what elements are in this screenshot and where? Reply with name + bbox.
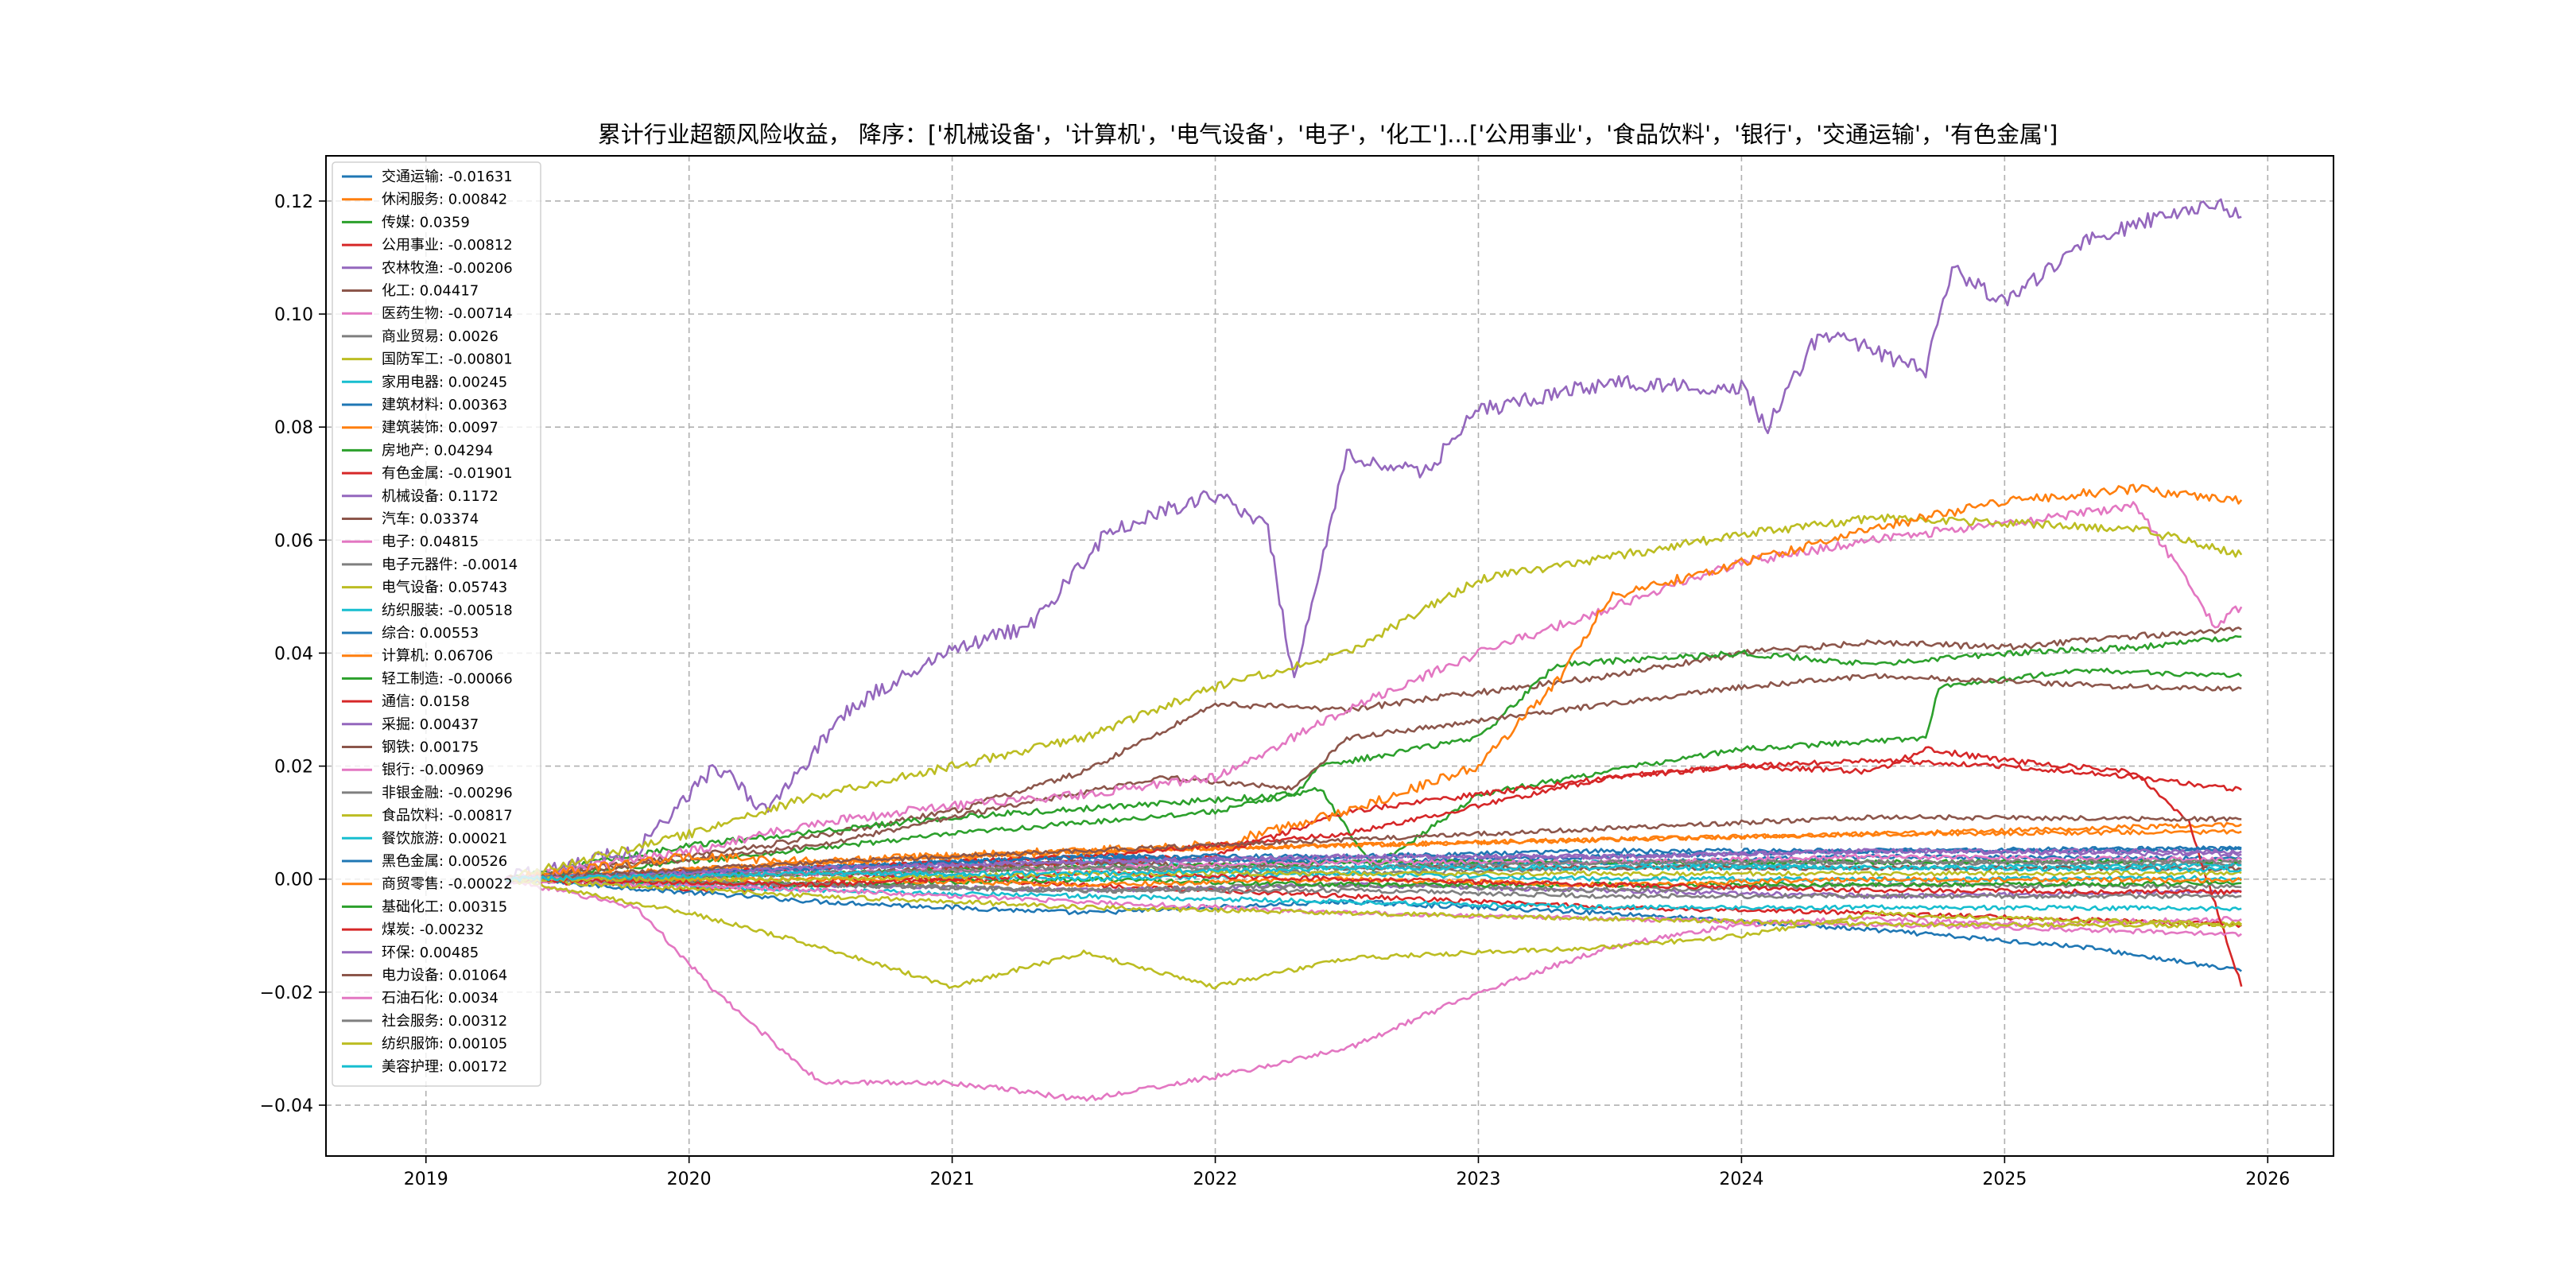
y-tick-label: 0.04 xyxy=(274,644,313,664)
series-line-6 xyxy=(504,876,2242,1102)
legend-entry: 银行: -0.00969 xyxy=(382,762,484,778)
legend-entry: 钢铁: 0.00175 xyxy=(382,739,479,756)
legend-entry: 电子元器件: -0.0014 xyxy=(382,557,518,573)
series-line-28 xyxy=(504,876,2242,929)
series-line-15 xyxy=(504,673,2242,882)
legend-entry: 电力设备: 0.01064 xyxy=(382,968,507,984)
legend-entry: 煤炭: -0.00232 xyxy=(382,921,484,938)
legend-entry: 电子: 0.04815 xyxy=(382,533,479,550)
series-line-5 xyxy=(504,627,2242,881)
legend-entry: 建筑装饰: 0.0097 xyxy=(382,420,499,436)
legend-entry: 环保: 0.00485 xyxy=(382,945,479,961)
legend-entry: 社会服务: 0.00312 xyxy=(382,1013,507,1030)
legend-entry: 餐饮旅游: 0.00021 xyxy=(382,830,507,847)
plot-frame xyxy=(325,155,2334,1157)
legend-entry: 公用事业: -0.00812 xyxy=(382,237,513,254)
legend-entry: 建筑材料: 0.00363 xyxy=(382,397,507,413)
legend-entry: 采掘: 0.00437 xyxy=(382,716,479,733)
y-tick-label: 0.12 xyxy=(274,192,313,212)
legend-entry: 国防军工: -0.00801 xyxy=(382,351,513,368)
legend-entry: 商业贸易: 0.0026 xyxy=(382,328,499,345)
y-tick-label: 0.02 xyxy=(274,758,313,778)
legend-entry: 基础化工: 0.00315 xyxy=(382,898,507,915)
series-line-34 xyxy=(504,848,2242,882)
x-tick-label: 2024 xyxy=(1719,1170,1763,1189)
legend-entry: 传媒: 0.0359 xyxy=(382,214,470,231)
legend-entry: 机械设备: 0.1172 xyxy=(382,488,499,505)
legend-entry: 美容护理: 0.00172 xyxy=(382,1058,507,1075)
series-line-8 xyxy=(504,876,2243,990)
series-line-16 xyxy=(504,501,2243,883)
x-tick-label: 2022 xyxy=(1193,1170,1238,1189)
legend-entry: 医药生物: -0.00714 xyxy=(382,305,513,322)
legend: 交通运输: -0.01631 休闲服务: 0.00842 传媒: 0.0359 公用事… xyxy=(332,161,541,1087)
legend-entry: 农林牧渔: -0.00206 xyxy=(382,260,513,277)
grid-lines xyxy=(326,156,2334,1156)
x-tick-label: 2025 xyxy=(1982,1170,2027,1189)
series-line-21 xyxy=(504,483,2243,883)
legend-entry: 综合: 0.00553 xyxy=(382,625,479,642)
series-line-14 xyxy=(503,198,2242,886)
legend-entry: 非银金融: -0.00296 xyxy=(382,785,513,801)
series-line-26 xyxy=(504,877,2242,937)
series-line-38 xyxy=(504,870,2242,883)
legend-entry: 计算机: 0.06706 xyxy=(382,648,493,665)
series-line-37 xyxy=(504,858,2242,883)
legend-entry: 黑色金属: 0.00526 xyxy=(382,853,507,870)
series-line-39 xyxy=(504,864,2242,883)
series-line-22 xyxy=(504,876,2242,888)
legend-entry: 商贸零售: -0.00022 xyxy=(382,876,513,893)
legend-entry: 纺织服饰: 0.00105 xyxy=(382,1036,507,1053)
legend-entry: 食品饮料: -0.00817 xyxy=(382,808,513,824)
legend-entry: 通信: 0.0158 xyxy=(382,693,470,710)
series-line-33 xyxy=(504,870,2242,895)
legend-entry: 休闲服务: 0.00842 xyxy=(382,192,507,208)
y-tick-label: −0.02 xyxy=(260,983,313,1003)
x-tick-label: 2019 xyxy=(404,1170,448,1189)
series-line-12 xyxy=(504,634,2242,883)
x-tick-label: 2023 xyxy=(1456,1170,1500,1189)
y-tick-label: 0.06 xyxy=(274,531,313,551)
legend-entry: 房地产: 0.04294 xyxy=(382,442,493,459)
legend-entry: 化工: 0.04417 xyxy=(382,283,479,300)
axis-ticks: −0.04 −0.02 0.00 0.02 0.04 0.06 0.08 0.10 0.12 20… xyxy=(260,192,2291,1189)
legend-entry: 有色金属: -0.01901 xyxy=(382,465,513,482)
y-tick-label: 0.00 xyxy=(274,871,313,890)
x-tick-label: 2021 xyxy=(930,1170,975,1189)
series-line-1 xyxy=(504,828,2242,881)
legend-entry: 汽车: 0.03374 xyxy=(382,511,479,528)
legend-entry: 石油石化: 0.0034 xyxy=(382,990,499,1007)
legend-entry: 家用电器: 0.00245 xyxy=(382,374,507,390)
legend-entry: 交通运输: -0.01631 xyxy=(382,169,513,185)
series-lines xyxy=(503,198,2243,1102)
x-tick-label: 2026 xyxy=(2245,1170,2290,1189)
legend-box xyxy=(332,161,541,1087)
chart-title: 累计行业超额风险收益， 降序：['机械设备'，'计算机'，'电气设备'，'电子'… xyxy=(597,121,2058,148)
x-tick-label: 2020 xyxy=(667,1170,712,1189)
legend-entry: 轻工制造: -0.00066 xyxy=(382,670,513,687)
legend-entry: 纺织服装: -0.00518 xyxy=(382,602,513,619)
series-line-18 xyxy=(504,513,2243,883)
legend-entry: 电气设备: 0.05743 xyxy=(382,580,507,596)
series-line-35 xyxy=(504,813,2242,882)
y-tick-label: 0.10 xyxy=(274,305,313,325)
y-tick-label: 0.08 xyxy=(274,418,313,438)
series-line-30 xyxy=(504,846,2242,883)
y-tick-label: −0.04 xyxy=(260,1096,313,1116)
